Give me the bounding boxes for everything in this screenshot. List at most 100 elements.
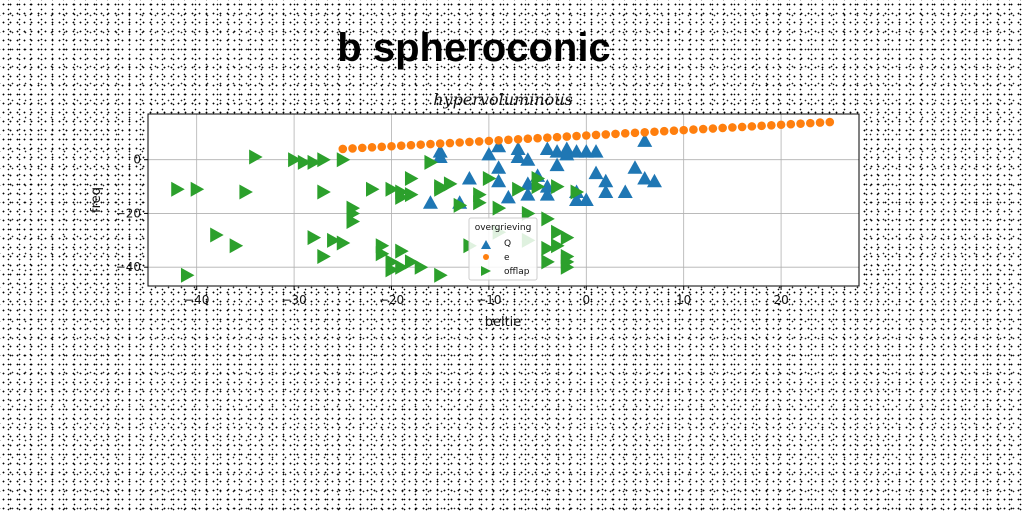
data-point-q (539, 187, 555, 201)
x-tick-label: 0 (582, 293, 590, 307)
data-point-e (767, 120, 776, 130)
data-point-e (796, 119, 805, 128)
data-point-e (630, 128, 640, 138)
data-point-offlap (434, 181, 448, 197)
data-point-offlap (473, 187, 487, 203)
data-point-e (338, 144, 348, 154)
data-point-e (367, 143, 377, 152)
y-tick-label: −20 (116, 206, 141, 220)
data-point-e (348, 144, 357, 153)
data-point-q (491, 138, 507, 153)
data-point-offlap (297, 154, 312, 170)
data-point-q (646, 173, 662, 188)
data-point-q (578, 144, 594, 158)
data-point-e (406, 140, 416, 150)
data-point-e (484, 136, 494, 146)
data-point-offlap (453, 197, 468, 213)
data-point-offlap (385, 181, 399, 197)
data-point-q (481, 146, 497, 161)
legend-marker-e (483, 254, 489, 260)
data-point-offlap (171, 181, 185, 197)
data-point-q (627, 160, 643, 174)
data-point-offlap (482, 171, 497, 186)
data-point-e (611, 129, 620, 139)
data-point-offlap (434, 267, 448, 283)
data-point-offlap (424, 154, 438, 170)
data-point-e (669, 126, 679, 135)
data-point-offlap (560, 254, 575, 270)
data-point-e (786, 119, 796, 129)
data-point-offlap (395, 259, 409, 275)
data-point-offlap (190, 181, 205, 197)
data-point-e (543, 133, 552, 142)
y-tick-label: 0 (133, 153, 141, 167)
x-tick-label: 10 (676, 293, 691, 307)
data-point-offlap (443, 176, 458, 192)
data-point-offlap (249, 149, 263, 165)
data-point-e (659, 126, 669, 136)
data-point-e (387, 141, 396, 151)
data-point-e (552, 132, 562, 142)
data-point-e (562, 132, 572, 141)
data-point-e (465, 137, 474, 147)
data-point-offlap (229, 238, 244, 254)
data-point-e (426, 139, 435, 149)
data-marks (171, 117, 835, 283)
data-point-offlap (414, 259, 429, 275)
data-point-offlap (492, 200, 507, 216)
data-point-e (572, 131, 581, 141)
data-point-offlap (395, 243, 409, 259)
data-point-q (422, 195, 438, 209)
data-point-offlap (307, 230, 322, 246)
legend-box (468, 217, 538, 281)
data-point-e (494, 136, 503, 145)
data-point-q (578, 192, 594, 206)
plot-frame (147, 113, 860, 287)
axis-ticks: −40 −30 −20 −10 0 10 20 0 −20 −40 (116, 153, 789, 307)
data-point-q (539, 141, 555, 155)
data-point-offlap (395, 184, 409, 200)
legend-label-q: Q (504, 239, 511, 249)
data-point-e (708, 124, 718, 133)
data-point-e (689, 125, 698, 134)
data-point-q (500, 189, 516, 204)
data-point-offlap (210, 227, 224, 243)
data-point-e (357, 143, 367, 153)
data-point-offlap (551, 224, 565, 240)
x-tick-label: 20 (773, 293, 788, 307)
data-point-offlap (404, 187, 419, 203)
data-point-offlap (239, 184, 253, 200)
x-tick-label: −10 (476, 293, 501, 307)
data-point-e (435, 139, 445, 148)
data-point-q (432, 149, 448, 163)
y-axis-label: freq (89, 187, 104, 213)
data-point-e (591, 130, 601, 140)
x-tick-label: −30 (281, 293, 306, 307)
data-point-offlap (327, 232, 341, 248)
data-point-q (637, 171, 653, 185)
data-point-q (510, 141, 526, 155)
data-point-e (747, 122, 757, 131)
data-point-e (504, 135, 513, 145)
legend-label-e: e (504, 253, 510, 263)
data-point-offlap (531, 179, 546, 195)
legend-label-offlap: offlap (504, 267, 530, 277)
data-point-e (396, 141, 406, 151)
data-point-q (491, 160, 507, 174)
data-point-offlap (317, 152, 331, 168)
data-point-e (416, 140, 426, 149)
data-point-e (620, 129, 630, 138)
x-axis-label: beltie (485, 315, 522, 330)
data-point-q (588, 165, 604, 180)
y-tick-label: −40 (116, 260, 141, 274)
data-point-q (569, 144, 585, 158)
data-point-e (650, 127, 659, 137)
data-point-offlap (336, 152, 351, 168)
data-point-offlap (560, 230, 575, 246)
data-point-e (523, 134, 533, 144)
legend-marker-q (481, 240, 491, 249)
data-point-q (510, 149, 526, 163)
data-point-offlap (521, 205, 536, 221)
data-point-q (461, 171, 477, 185)
